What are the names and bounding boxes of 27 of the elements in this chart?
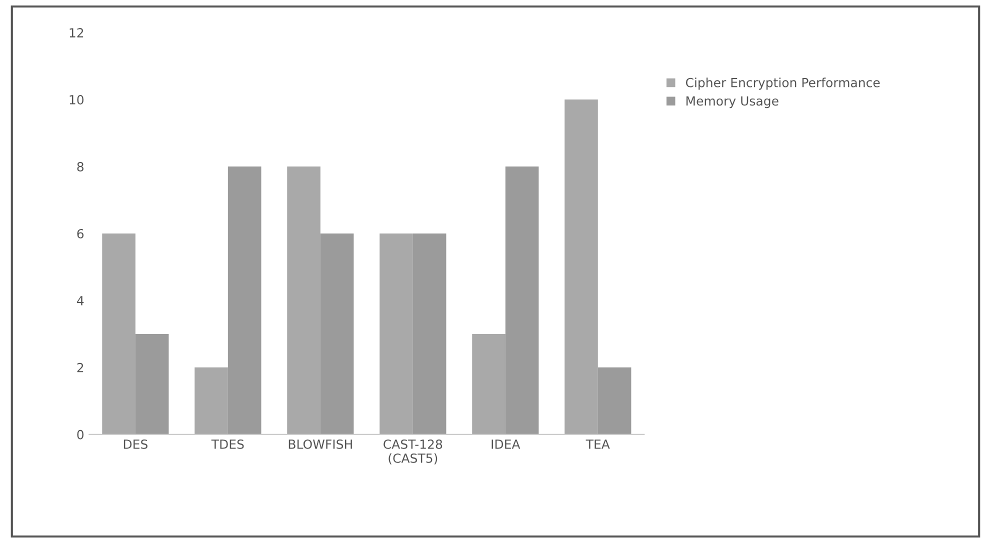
y-tick-label: 10 xyxy=(70,95,84,104)
x-tick-label: TEA xyxy=(586,440,610,449)
bar xyxy=(598,367,632,434)
y-tick-label: 8 xyxy=(77,162,84,172)
bar xyxy=(412,233,446,434)
y-tick-label: 12 xyxy=(70,28,84,38)
x-tick-label: BLOWFISH xyxy=(288,439,352,449)
bar xyxy=(472,334,506,434)
bar xyxy=(505,166,539,434)
bar xyxy=(380,233,413,434)
bar xyxy=(194,367,228,434)
bar xyxy=(135,334,169,434)
x-tick-label: CAST-128 (CAST5) xyxy=(384,439,442,464)
bar xyxy=(102,233,136,434)
y-tick-label: 0 xyxy=(77,430,84,440)
bar xyxy=(228,166,262,434)
legend-label: Cipher Encryption Performance xyxy=(686,78,880,90)
x-tick-label: TDES xyxy=(211,439,244,449)
bar xyxy=(564,100,598,434)
x-tick-label: DES xyxy=(124,439,148,449)
bar xyxy=(320,233,354,434)
y-tick-label: 4 xyxy=(76,296,84,306)
legend-label: Memory Usage xyxy=(686,96,778,108)
y-tick-label: 6 xyxy=(77,228,84,238)
x-tick-label: IDEA xyxy=(492,440,520,449)
y-tick-label: 2 xyxy=(77,362,84,372)
bar xyxy=(287,166,320,434)
